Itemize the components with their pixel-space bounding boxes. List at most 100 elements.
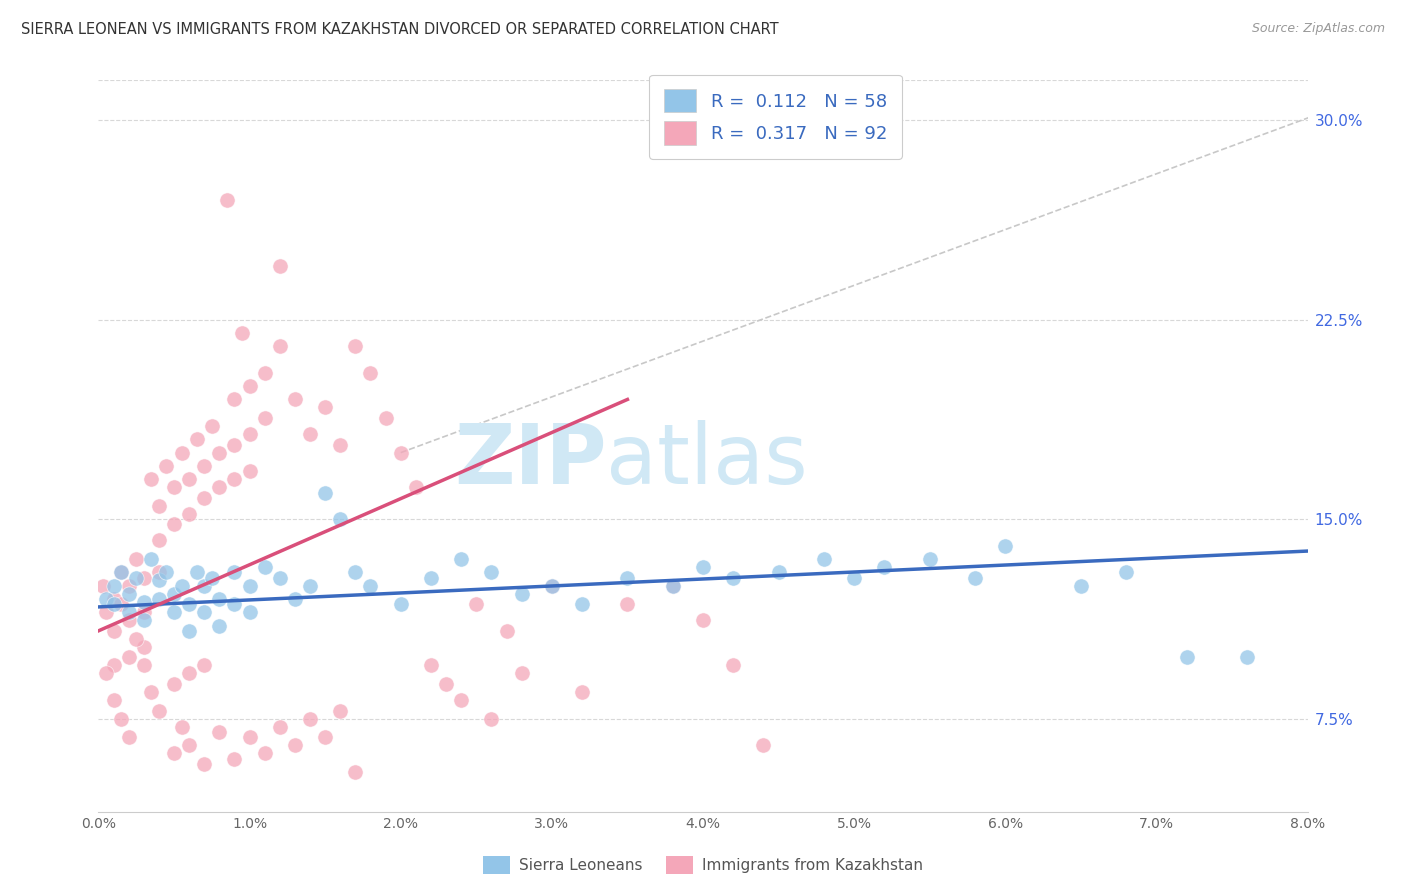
Point bbox=[103, 579, 125, 593]
Point bbox=[360, 366, 382, 380]
Point bbox=[148, 566, 170, 580]
Point bbox=[420, 571, 443, 585]
Point bbox=[329, 438, 352, 452]
Point bbox=[193, 458, 215, 473]
Point bbox=[110, 566, 132, 580]
Point bbox=[844, 571, 866, 585]
Point bbox=[186, 566, 208, 580]
Point bbox=[132, 640, 155, 654]
Point bbox=[215, 193, 238, 207]
Point bbox=[329, 704, 352, 718]
Point bbox=[110, 597, 132, 611]
Point bbox=[692, 613, 714, 627]
Point bbox=[148, 574, 170, 588]
Point bbox=[110, 566, 132, 580]
Point bbox=[193, 579, 215, 593]
Point bbox=[118, 586, 141, 600]
Point bbox=[495, 624, 517, 638]
Point bbox=[481, 566, 503, 580]
Point bbox=[224, 751, 246, 765]
Point bbox=[163, 605, 186, 619]
Point bbox=[239, 579, 262, 593]
Point bbox=[269, 339, 291, 353]
Point bbox=[510, 586, 533, 600]
Point bbox=[208, 591, 231, 606]
Point bbox=[103, 591, 125, 606]
Point bbox=[193, 756, 215, 771]
Point bbox=[661, 579, 683, 593]
Point bbox=[253, 746, 276, 760]
Point bbox=[284, 738, 307, 752]
Point bbox=[179, 472, 201, 486]
Point bbox=[239, 427, 262, 442]
Point bbox=[284, 392, 307, 407]
Point bbox=[253, 411, 276, 425]
Legend: Sierra Leoneans, Immigrants from Kazakhstan: Sierra Leoneans, Immigrants from Kazakhs… bbox=[477, 850, 929, 880]
Point bbox=[571, 685, 593, 699]
Point bbox=[141, 552, 163, 566]
Point bbox=[692, 560, 714, 574]
Point bbox=[118, 613, 141, 627]
Point bbox=[148, 591, 170, 606]
Point bbox=[616, 571, 638, 585]
Point bbox=[193, 658, 215, 673]
Point bbox=[360, 579, 382, 593]
Point bbox=[344, 764, 367, 779]
Point bbox=[1236, 650, 1258, 665]
Point bbox=[179, 597, 201, 611]
Point bbox=[269, 571, 291, 585]
Point bbox=[132, 594, 155, 608]
Point bbox=[179, 507, 201, 521]
Point bbox=[148, 499, 170, 513]
Point bbox=[231, 326, 253, 340]
Point bbox=[918, 552, 941, 566]
Point bbox=[155, 458, 177, 473]
Point bbox=[125, 571, 148, 585]
Point bbox=[208, 480, 231, 494]
Point bbox=[253, 560, 276, 574]
Point bbox=[374, 411, 396, 425]
Point bbox=[299, 712, 322, 726]
Text: ZIP: ZIP bbox=[454, 420, 606, 501]
Point bbox=[389, 597, 412, 611]
Point bbox=[224, 438, 246, 452]
Point bbox=[118, 579, 141, 593]
Point bbox=[239, 731, 262, 745]
Point bbox=[465, 597, 488, 611]
Point bbox=[239, 379, 262, 393]
Point bbox=[239, 464, 262, 478]
Point bbox=[224, 472, 246, 486]
Point bbox=[103, 597, 125, 611]
Point bbox=[208, 445, 231, 459]
Point bbox=[170, 720, 193, 734]
Point bbox=[224, 392, 246, 407]
Point bbox=[269, 260, 291, 274]
Point bbox=[132, 613, 155, 627]
Point bbox=[510, 666, 533, 681]
Point bbox=[125, 632, 148, 646]
Point bbox=[163, 586, 186, 600]
Point bbox=[110, 712, 132, 726]
Point bbox=[208, 618, 231, 632]
Text: atlas: atlas bbox=[606, 420, 808, 501]
Point bbox=[314, 401, 336, 415]
Point bbox=[299, 427, 322, 442]
Legend: R =  0.112   N = 58, R =  0.317   N = 92: R = 0.112 N = 58, R = 0.317 N = 92 bbox=[650, 75, 901, 159]
Point bbox=[201, 419, 224, 434]
Point bbox=[434, 677, 457, 691]
Point bbox=[224, 597, 246, 611]
Point bbox=[179, 738, 201, 752]
Point bbox=[965, 571, 987, 585]
Point bbox=[132, 605, 155, 619]
Text: SIERRA LEONEAN VS IMMIGRANTS FROM KAZAKHSTAN DIVORCED OR SEPARATED CORRELATION C: SIERRA LEONEAN VS IMMIGRANTS FROM KAZAKH… bbox=[21, 22, 779, 37]
Point bbox=[163, 480, 186, 494]
Point bbox=[1115, 566, 1137, 580]
Point bbox=[103, 658, 125, 673]
Point bbox=[193, 605, 215, 619]
Point bbox=[540, 579, 562, 593]
Point bbox=[616, 597, 638, 611]
Point bbox=[179, 624, 201, 638]
Point bbox=[148, 704, 170, 718]
Point bbox=[269, 720, 291, 734]
Point bbox=[170, 445, 193, 459]
